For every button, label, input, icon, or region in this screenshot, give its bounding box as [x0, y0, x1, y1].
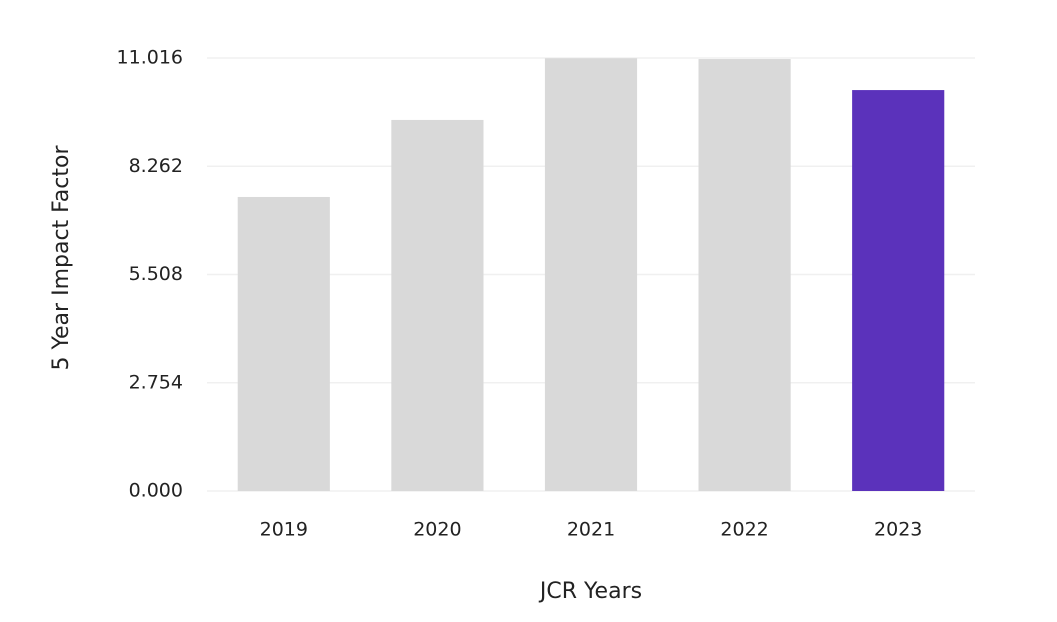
x-tick-label: 2020 [413, 519, 461, 541]
bar [698, 59, 791, 491]
x-tick-label: 2021 [567, 519, 615, 541]
y-tick-label: 8.262 [129, 155, 183, 177]
bar [391, 119, 484, 491]
y-tick-label: 2.754 [129, 371, 183, 393]
y-tick-label: 5.508 [129, 263, 183, 285]
bar [852, 90, 945, 492]
y-tick-label: 11.016 [117, 47, 183, 69]
x-axis-title: JCR Years [538, 579, 642, 604]
bar [544, 58, 638, 491]
x-tick-label: 2022 [720, 519, 768, 541]
bar [237, 196, 330, 491]
y-tick-label: 0.000 [129, 480, 183, 502]
x-tick-label: 2019 [260, 519, 308, 541]
y-axis-title: 5 Year Impact Factor [49, 145, 74, 371]
x-tick-label: 2023 [874, 519, 922, 541]
